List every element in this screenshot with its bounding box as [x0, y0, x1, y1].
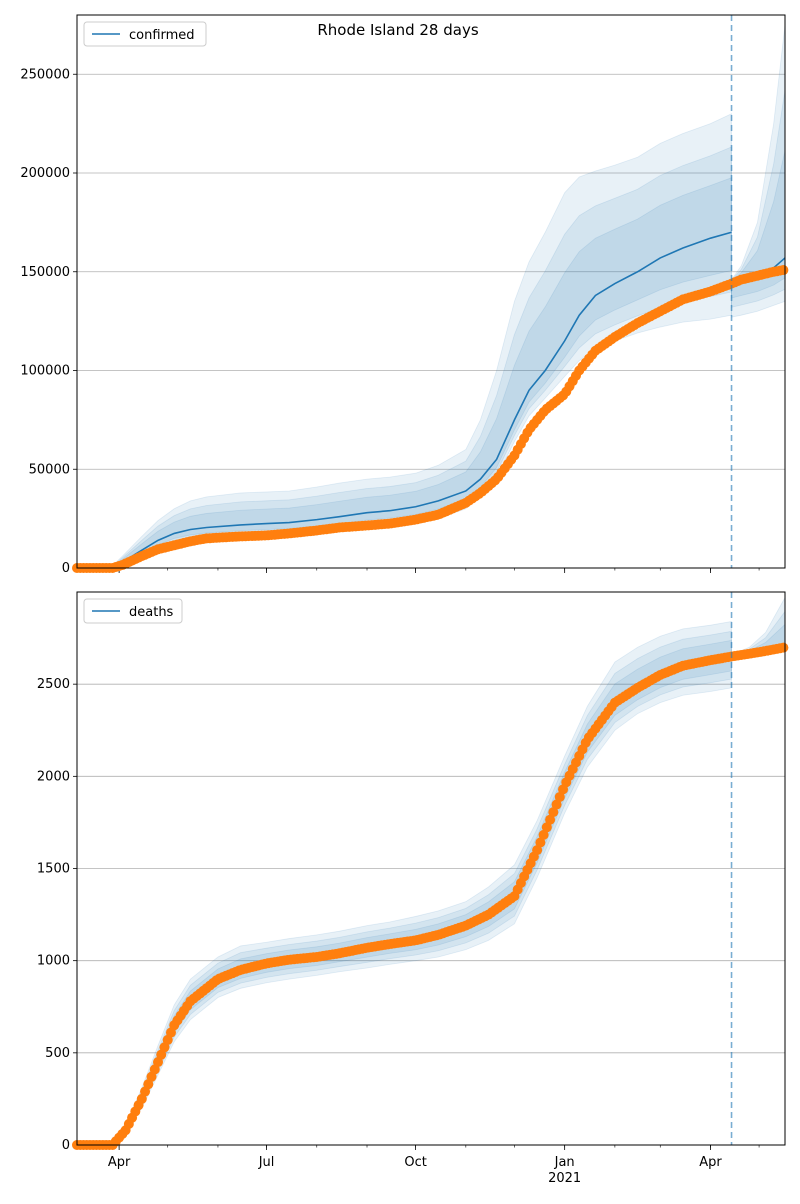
y-tick-label: 0	[62, 1138, 70, 1153]
observed-point	[551, 799, 562, 810]
series-line-deaths	[77, 655, 732, 1146]
uncertainty-band-deaths-1	[77, 630, 732, 1146]
y-tick-label: 2500	[37, 677, 70, 692]
observed-point	[554, 791, 565, 802]
observed-points	[72, 642, 789, 1150]
legend-label: confirmed	[129, 28, 195, 43]
observed-point	[548, 807, 559, 818]
y-tick-label: 1500	[37, 862, 70, 877]
y-tick-label: 150000	[20, 265, 70, 280]
legend: deaths	[83, 598, 183, 624]
plot-frame	[76, 591, 786, 1146]
y-tick-label: 200000	[20, 166, 70, 181]
y-tick-label: 2000	[37, 769, 70, 784]
legend-label: deaths	[129, 605, 174, 620]
observed-point	[538, 829, 549, 840]
y-tick-label: 500	[45, 1046, 70, 1061]
legend-box	[83, 598, 183, 624]
y-tick-label: 250000	[20, 67, 70, 82]
observed-point	[778, 642, 789, 653]
x-tick-label: Oct	[404, 1155, 426, 1170]
chart-panel-confirmed: 0 50000 100000 150000 200000 250000 confirmed	[20, 14, 789, 576]
observed-point	[535, 837, 546, 848]
plot-frame	[76, 14, 786, 569]
observed-point	[532, 845, 543, 856]
x-year-label: 2021	[548, 1171, 581, 1186]
observed-point	[778, 265, 789, 276]
x-tick-label: Apr	[699, 1155, 722, 1170]
observed-point	[541, 822, 552, 833]
y-tick-label: 1000	[37, 954, 70, 969]
series-line-confirmed	[77, 231, 732, 569]
uncertainty-band-confirmed-2	[77, 177, 732, 569]
y-tick-label: 50000	[29, 462, 70, 477]
legend-box	[83, 21, 207, 47]
figure-title: Rhode Island 28 days	[317, 21, 479, 39]
legend: confirmed	[83, 21, 207, 47]
observed-point	[545, 814, 556, 825]
y-tick-label: 100000	[20, 364, 70, 379]
x-tick-label: Jul	[258, 1155, 275, 1170]
observed-points	[72, 265, 789, 573]
x-tick-label: Jan	[554, 1155, 575, 1170]
x-tick-label: Apr	[108, 1155, 131, 1170]
y-tick-label: 0	[62, 561, 70, 576]
